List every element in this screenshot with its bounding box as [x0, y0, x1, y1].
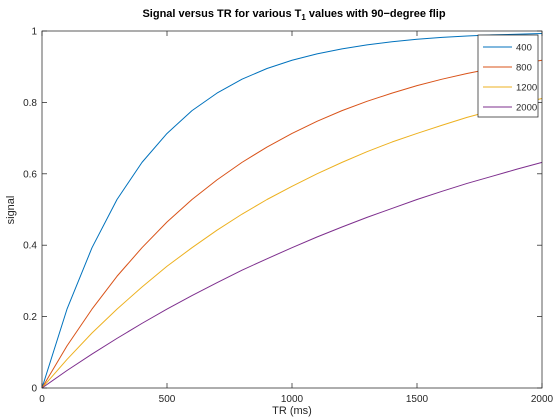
chart-title-prefix: Signal versus TR for various T — [142, 8, 301, 20]
y-tick-label: 1 — [31, 27, 37, 38]
y-axis-label: signal — [5, 196, 17, 225]
series-line-800 — [41, 59, 543, 389]
x-axis-ticks: 0 500 1000 1500 2000 — [39, 31, 554, 405]
x-axis-label: TR (ms) — [272, 405, 312, 417]
legend-label-800: 800 — [516, 63, 532, 74]
legend-box — [477, 34, 539, 118]
x-tick-label: 2000 — [531, 394, 554, 405]
y-tick-label: 0.4 — [23, 241, 37, 252]
chart-title-subscript: 1 — [301, 13, 306, 22]
legend-label-1200: 1200 — [516, 83, 537, 94]
series-layer — [41, 33, 543, 389]
series-line-400 — [41, 33, 543, 389]
x-tick-label: 1500 — [406, 394, 429, 405]
chart-title-suffix: values with 90−degree flip — [306, 8, 446, 20]
plot-area — [42, 31, 542, 388]
legend-label-400: 400 — [516, 43, 532, 54]
chart-title: Signal versus TR for various T1 values w… — [142, 8, 445, 22]
legend: 400 800 1200 2000 — [477, 34, 539, 118]
y-tick-label: 0.8 — [23, 98, 37, 109]
series-line-1200 — [41, 97, 543, 389]
series-line-2000 — [41, 161, 543, 389]
y-tick-label: 0 — [31, 384, 37, 395]
x-tick-label: 500 — [159, 394, 176, 405]
x-tick-label: 0 — [39, 394, 45, 405]
y-axis-ticks: 0 0.2 0.4 0.6 0.8 1 — [23, 27, 542, 395]
x-tick-label: 1000 — [281, 394, 304, 405]
legend-label-2000: 2000 — [516, 103, 537, 114]
y-tick-label: 0.2 — [23, 312, 37, 323]
y-tick-label: 0.6 — [23, 169, 37, 180]
